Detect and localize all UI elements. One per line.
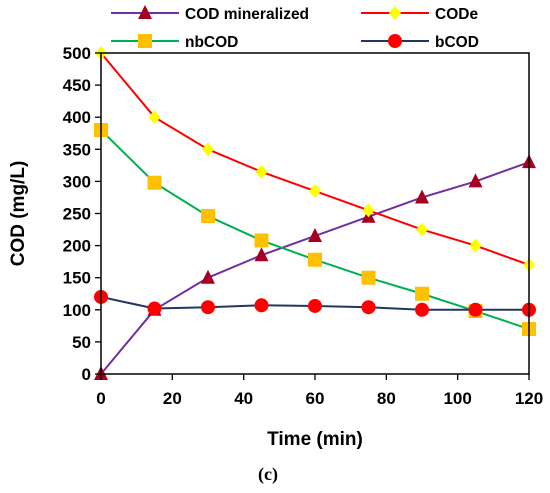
data-point — [254, 298, 269, 313]
legend-item: CODe — [361, 6, 478, 23]
data-point — [254, 233, 269, 248]
figure-caption: (c) — [258, 464, 278, 485]
legend-marker — [138, 5, 152, 19]
legend-marker — [388, 34, 402, 48]
legend-marker — [138, 34, 152, 48]
y-tick-label: 150 — [63, 269, 91, 288]
data-point — [361, 270, 376, 285]
y-tick-label: 450 — [63, 76, 91, 95]
legend-item: COD mineralized — [111, 5, 309, 23]
data-point — [201, 269, 215, 284]
x-tick-label: 120 — [515, 389, 543, 408]
data-point — [468, 173, 483, 188]
x-tick-label: 60 — [306, 389, 325, 408]
series-code — [95, 46, 535, 272]
data-point — [362, 203, 375, 218]
plot-frame — [100, 52, 530, 375]
data-point — [308, 298, 322, 313]
y-axis: 0 50 100 150 200 250 300 350 400 450 500 — [63, 44, 101, 384]
y-tick-label: 350 — [63, 140, 91, 159]
x-tick-label: 0 — [96, 389, 105, 408]
legend-item: nbCOD — [111, 34, 238, 51]
x-tick-label: 100 — [443, 389, 471, 408]
data-point — [308, 252, 322, 267]
legend-item: bCOD — [361, 34, 479, 51]
data-point — [202, 142, 214, 157]
y-tick-label: 300 — [63, 172, 91, 191]
series-bcod — [94, 289, 536, 317]
data-point — [309, 184, 321, 199]
y-tick-label: 100 — [63, 301, 91, 320]
data-point — [147, 301, 162, 316]
data-point — [255, 164, 268, 179]
legend-label: bCOD — [435, 34, 479, 51]
y-tick-label: 500 — [63, 44, 91, 63]
data-point — [361, 300, 376, 315]
x-tick-label: 20 — [163, 389, 182, 408]
data-point — [308, 227, 322, 242]
legend-label: COD mineralized — [185, 6, 309, 23]
data-point — [415, 189, 429, 204]
data-point — [147, 175, 162, 190]
y-axis-title: COD (mg/L) — [8, 161, 29, 267]
y-tick-label: 400 — [63, 108, 91, 127]
legend-marker — [389, 6, 401, 20]
data-point — [416, 222, 428, 237]
series-layer — [94, 46, 536, 380]
data-point — [148, 110, 161, 125]
data-point — [415, 286, 429, 301]
legend: COD mineralized CODe nbCOD bCOD — [111, 5, 479, 51]
data-point — [254, 247, 269, 262]
y-tick-label: 200 — [63, 237, 91, 256]
y-tick-label: 250 — [63, 205, 91, 224]
data-point — [415, 302, 429, 317]
y-tick-label: 0 — [82, 365, 91, 384]
data-point — [469, 238, 482, 253]
legend-label: nbCOD — [185, 34, 238, 51]
y-tick-label: 50 — [72, 333, 91, 352]
data-point — [201, 209, 215, 224]
x-tick-label: 40 — [234, 389, 253, 408]
legend-label: CODe — [435, 6, 478, 23]
data-point — [468, 302, 483, 317]
data-point — [201, 300, 215, 315]
x-tick-label: 80 — [377, 389, 396, 408]
x-axis-title: Time (min) — [267, 429, 363, 450]
x-axis: 0 20 40 60 80 100 120 — [96, 374, 543, 408]
